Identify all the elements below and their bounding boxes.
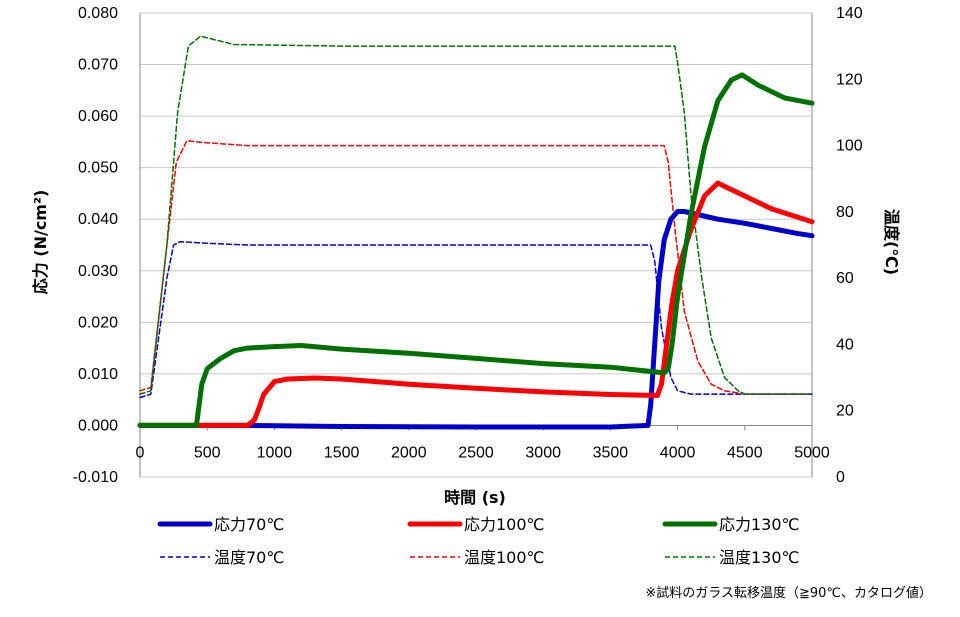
- y-axis-title: 応力 (N/cm²): [31, 190, 50, 295]
- series-line-2: [140, 75, 812, 426]
- y-tick-label: 0.030: [78, 263, 118, 280]
- y2-tick-label: 100: [836, 138, 863, 155]
- y2-tick-label: 60: [836, 270, 854, 287]
- y-tick-label: 0.070: [78, 57, 118, 74]
- legend-label-3: 温度70℃: [214, 548, 284, 567]
- x-tick-label: 5000: [794, 444, 830, 461]
- y2-tick-label: 40: [836, 336, 854, 353]
- x-tick-label: 3500: [593, 444, 629, 461]
- series-lines: [140, 36, 812, 427]
- legend-label-0: 応力70℃: [214, 515, 284, 534]
- y2-axis-title: 温度(℃): [882, 208, 901, 275]
- x-tick-label: 1000: [257, 444, 293, 461]
- x-tick-label: 500: [194, 444, 221, 461]
- y2-tick-label: 140: [836, 5, 863, 22]
- y2-tick-label: 120: [836, 71, 863, 88]
- y-tick-label: 0.020: [78, 314, 118, 331]
- series-line-0: [140, 212, 812, 428]
- legend-label-2: 応力130℃: [719, 515, 800, 534]
- x-tick-label: 2500: [458, 444, 494, 461]
- y2-tick-label: 0: [836, 469, 845, 486]
- x-tick-label: 2000: [391, 444, 427, 461]
- y-tick-label: 0.010: [78, 366, 118, 383]
- footnote: ※試料のガラス転移温度（≧90℃、カタログ値）: [645, 585, 932, 601]
- y-tick-label: 0.040: [78, 211, 118, 228]
- y-tick-label: 0.080: [78, 5, 118, 22]
- x-tick-label: 1500: [324, 444, 360, 461]
- legend-label-1: 応力100℃: [464, 515, 545, 534]
- y2-tick-label: 80: [836, 204, 854, 221]
- x-tick-label: 4000: [660, 444, 696, 461]
- legend: 応力70℃ 応力100℃ 応力130℃ 温度70℃ 温度100℃ 温度130℃: [160, 515, 800, 567]
- y-tick-label: 0.050: [78, 160, 118, 177]
- y-tick-label: -0.010: [73, 469, 118, 486]
- x-axis-title: 時間 (s): [444, 488, 506, 507]
- x-tick-label: 3000: [525, 444, 561, 461]
- y-tick-label: 0.000: [78, 417, 118, 434]
- legend-label-4: 温度100℃: [464, 548, 545, 567]
- legend-label-5: 温度130℃: [719, 548, 800, 567]
- x-tick-label: 0: [136, 444, 145, 461]
- y-tick-label: 0.060: [78, 108, 118, 125]
- x-tick-label: 4500: [727, 444, 763, 461]
- y2-tick-label: 20: [836, 403, 854, 420]
